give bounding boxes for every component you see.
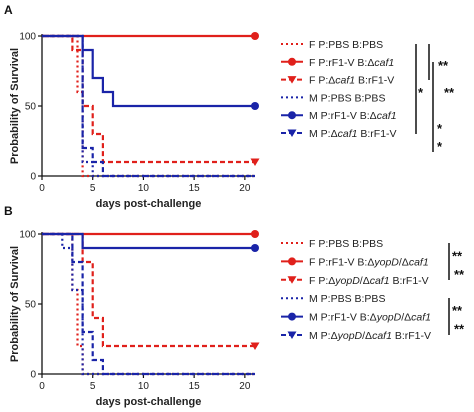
- significance-label: *: [437, 139, 443, 154]
- legend-marker: [288, 312, 296, 321]
- end-marker: [251, 230, 259, 238]
- legend-entry: F P:Δcaf1 B:rF1-V: [281, 75, 394, 87]
- significance-bracket: **: [428, 44, 449, 80]
- legend-entry: F P:PBS B:PBS: [281, 39, 383, 51]
- legend-label: M P:PBS B:PBS: [309, 293, 385, 305]
- survival-curve: [42, 34, 255, 178]
- series-5: [42, 34, 259, 110]
- x-axis-label: days post-challenge: [96, 198, 202, 210]
- legend-entry: M P:rF1-V B:ΔyopD/Δcaf1: [281, 312, 431, 324]
- legend-label: F P:rF1-V B:Δcaf1: [309, 57, 394, 69]
- legend-label: F P:Δcaf1 B:rF1-V: [309, 75, 394, 87]
- legend-marker: [287, 76, 297, 84]
- series-4: [42, 232, 255, 376]
- legend-marker: [288, 57, 296, 66]
- significance-label: *: [437, 121, 443, 136]
- legend-label: M P:Δcaf1 B:rF1-V: [309, 128, 397, 140]
- x-tick-label: 5: [90, 381, 96, 392]
- series-6: [42, 34, 255, 178]
- series-3: [42, 34, 260, 166]
- series-3: [42, 232, 260, 350]
- significance-label: **: [444, 85, 455, 100]
- panel-b: B 0 50 100 0 5 10 15 20 days post-challenge Probab…: [4, 204, 465, 408]
- legend-marker: [287, 276, 297, 284]
- legend-entry: M P:PBS B:PBS: [281, 293, 385, 305]
- survival-curve: [42, 34, 255, 108]
- x-tick-label: 15: [189, 183, 201, 194]
- survival-curve: [42, 232, 255, 376]
- legend-entry: M P:Δcaf1 B:rF1-V: [281, 128, 397, 140]
- significance-bracket: *: [432, 116, 443, 136]
- end-marker: [250, 342, 260, 350]
- y-tick-label: 100: [19, 32, 36, 43]
- survival-curve: [42, 34, 255, 178]
- x-tick-label: 0: [39, 381, 45, 392]
- end-marker: [251, 32, 259, 40]
- x-axis-label: days post-challenge: [96, 396, 202, 408]
- legend-entry: M P:ΔyopD/Δcaf1 B:rF1-V: [281, 330, 431, 342]
- significance-label: *: [418, 85, 424, 100]
- x-tick-label: 10: [138, 381, 150, 392]
- y-tick-label: 0: [30, 172, 36, 183]
- legend-marker: [287, 331, 297, 339]
- legend-marker: [288, 257, 296, 266]
- significance-label: **: [452, 303, 463, 318]
- panel-letter: A: [4, 3, 13, 17]
- survival-curve: [42, 232, 255, 376]
- legend-label: M P:ΔyopD/Δcaf1 B:rF1-V: [309, 330, 431, 342]
- y-tick-label: 100: [19, 230, 36, 241]
- significance-label: **: [454, 267, 465, 282]
- significance-bracket: *: [432, 134, 443, 154]
- x-tick-label: 0: [39, 183, 45, 194]
- series-5: [42, 232, 259, 252]
- legend-label: F P:ΔyopD/Δcaf1 B:rF1-V: [309, 275, 429, 287]
- legend-label: M P:rF1-V B:ΔyopD/Δcaf1: [309, 312, 431, 324]
- x-tick-label: 5: [90, 183, 96, 194]
- y-tick-label: 50: [25, 300, 37, 311]
- y-axis-label: Probability of Survival: [9, 48, 21, 164]
- x-tick-label: 20: [239, 183, 251, 194]
- significance-bracket: **: [448, 262, 465, 282]
- survival-curve: [42, 34, 255, 164]
- panel-a: A 0 50 100 0 5 10 15 20 days post-challenge Probab…: [4, 3, 455, 210]
- legend-entry: F P:rF1-V B:Δcaf1: [281, 57, 394, 69]
- legend-label: M P:rF1-V B:Δcaf1: [309, 110, 397, 122]
- significance-bracket: *: [415, 44, 424, 134]
- survival-curve: [42, 232, 255, 376]
- x-tick-label: 20: [239, 381, 251, 392]
- x-tick-label: 15: [189, 381, 201, 392]
- series-6: [42, 232, 255, 376]
- y-axis-label: Probability of Survival: [9, 246, 21, 362]
- significance-bracket: **: [432, 62, 455, 116]
- legend-label: F P:rF1-V B:ΔyopD/Δcaf1: [309, 256, 429, 268]
- end-marker: [251, 244, 259, 252]
- significance-bracket: **: [448, 316, 465, 337]
- series-1: [42, 232, 255, 376]
- survival-curve: [42, 232, 255, 348]
- series-4: [42, 34, 255, 178]
- end-marker: [250, 158, 260, 166]
- y-tick-label: 0: [30, 370, 36, 381]
- legend-entry: F P:PBS B:PBS: [281, 238, 383, 250]
- legend-label: M P:PBS B:PBS: [309, 92, 385, 104]
- significance-bracket: **: [448, 243, 463, 264]
- legend-marker: [287, 129, 297, 137]
- legend-label: F P:PBS B:PBS: [309, 238, 383, 250]
- significance-label: **: [438, 58, 449, 73]
- x-tick-label: 10: [138, 183, 150, 194]
- legend-entry: F P:rF1-V B:ΔyopD/Δcaf1: [281, 256, 429, 268]
- legend-entry: M P:rF1-V B:Δcaf1: [281, 110, 397, 122]
- y-tick-label: 50: [25, 102, 37, 113]
- survival-curve: [42, 232, 255, 250]
- significance-bracket: **: [448, 298, 463, 318]
- legend-label: F P:PBS B:PBS: [309, 39, 383, 51]
- legend-entry: M P:PBS B:PBS: [281, 92, 385, 104]
- significance-label: **: [452, 249, 463, 264]
- panel-letter: B: [4, 204, 13, 218]
- end-marker: [251, 102, 259, 110]
- significance-label: **: [454, 322, 465, 337]
- legend-marker: [288, 111, 296, 120]
- legend-entry: F P:ΔyopD/Δcaf1 B:rF1-V: [281, 275, 429, 287]
